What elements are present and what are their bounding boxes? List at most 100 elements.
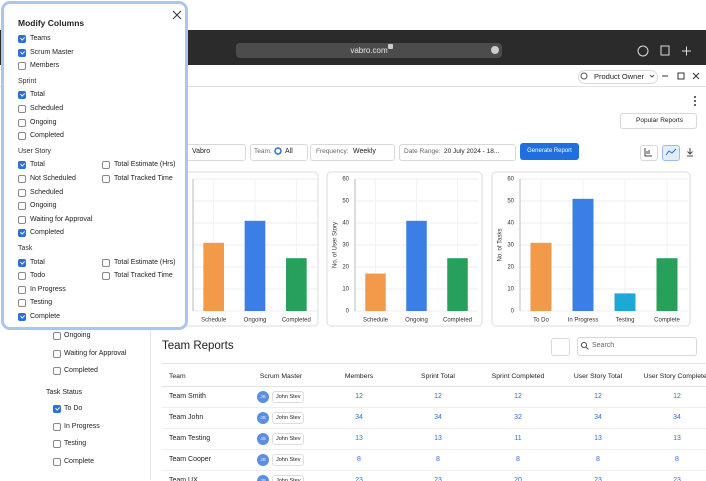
scrum-master: John Stev — [272, 391, 305, 403]
team-icon — [274, 147, 282, 155]
search-box[interactable] — [577, 337, 697, 356]
close-modal[interactable] — [172, 10, 182, 20]
user-name: Product Owner — [594, 72, 645, 81]
frequency-value: Weekly — [353, 148, 376, 155]
address-bar[interactable] — [236, 43, 502, 58]
scrum-master: John Stev — [272, 454, 305, 466]
page-menu-icon[interactable] — [491, 46, 499, 54]
checkbox[interactable] — [18, 229, 26, 238]
checkbox[interactable] — [53, 440, 61, 449]
option-label: Total Estimate (Hrs) — [114, 258, 176, 266]
option-label: Total — [30, 91, 45, 99]
share-icon[interactable] — [660, 45, 670, 56]
checkbox[interactable] — [18, 285, 26, 294]
y-tick-label: 10 — [342, 287, 349, 293]
more-menu[interactable] — [690, 94, 700, 108]
cell-value: 32 — [514, 414, 522, 421]
user-icon — [580, 72, 588, 80]
group-label: User Story — [18, 147, 52, 155]
cell-value: 34 — [594, 414, 602, 421]
option-label: Ongoing — [30, 118, 57, 126]
checkbox[interactable] — [18, 202, 26, 211]
checkbox[interactable] — [18, 91, 26, 100]
checkbox[interactable] — [18, 105, 26, 113]
checkbox[interactable] — [18, 313, 26, 321]
checkbox[interactable] — [18, 188, 26, 197]
generate-button[interactable] — [520, 143, 579, 160]
checkbox[interactable] — [18, 132, 26, 141]
column-header: Sprint Completed — [491, 373, 545, 380]
checkbox[interactable] — [18, 215, 26, 224]
checkbox[interactable] — [18, 299, 26, 308]
checkbox[interactable] — [18, 258, 26, 267]
y-tick-label: 60 — [342, 177, 349, 183]
team-name: Team John — [169, 414, 204, 421]
y-tick-label: 40 — [507, 221, 514, 227]
checkbox[interactable] — [53, 367, 61, 375]
url: vabro.com — [350, 46, 388, 55]
restore[interactable] — [677, 72, 685, 80]
x-tick-label: Ongoing — [244, 318, 267, 324]
option-label: Total — [30, 258, 45, 266]
x-tick-label: Complete — [654, 318, 680, 324]
scrum-master: John Stev — [272, 412, 305, 424]
user-menu[interactable] — [578, 70, 658, 84]
cell-value: 23 — [673, 477, 681, 481]
cell-value: 23 — [434, 477, 442, 481]
table-row — [162, 450, 706, 471]
cell-value: 34 — [355, 414, 363, 421]
checkbox[interactable] — [18, 62, 26, 71]
checkbox[interactable] — [18, 118, 26, 127]
date-range[interactable] — [399, 144, 516, 161]
checkbox[interactable] — [18, 161, 26, 170]
checkbox[interactable] — [53, 332, 61, 340]
checkbox[interactable] — [102, 258, 110, 267]
checkbox[interactable] — [53, 458, 61, 467]
cell-value: 8 — [357, 456, 361, 463]
frequency-select[interactable] — [310, 144, 395, 161]
modal-title: Modify Columns — [18, 18, 85, 28]
column-settings[interactable] — [551, 338, 570, 356]
bar — [286, 258, 307, 311]
close-window[interactable] — [692, 72, 700, 80]
avatar: JS — [257, 412, 269, 424]
checkbox[interactable] — [102, 272, 110, 281]
x-tick-label: In Progress — [568, 318, 599, 324]
window-controls — [580, 72, 700, 80]
sidebar-group-label: Task Status — [46, 389, 83, 396]
checkbox[interactable] — [102, 161, 110, 170]
checkbox[interactable] — [18, 272, 26, 281]
checkbox[interactable] — [18, 48, 26, 57]
cell-value: 12 — [355, 393, 363, 400]
column-header: Sprint Total — [421, 373, 455, 380]
option-label: Total Estimate (Hrs) — [114, 161, 176, 169]
checkbox[interactable] — [53, 422, 61, 431]
team-select[interactable] — [250, 144, 308, 161]
checkbox[interactable] — [53, 349, 61, 358]
new-tab-icon[interactable] — [682, 46, 691, 56]
x-tick-label: Completed — [443, 318, 472, 324]
download-icon[interactable] — [637, 45, 649, 57]
x-tick-label: Schedule — [201, 318, 227, 324]
option-label: Ongoing — [30, 202, 57, 210]
download[interactable] — [687, 148, 693, 157]
option-label: Waiting for Approval — [30, 215, 93, 223]
checkbox[interactable] — [18, 175, 26, 183]
popular-reports[interactable] — [620, 113, 697, 129]
search-icon — [580, 341, 589, 350]
cell-value: 13 — [594, 435, 602, 442]
group-label: Task — [18, 245, 33, 252]
checkbox[interactable] — [18, 35, 26, 43]
bar — [406, 220, 427, 311]
checkbox[interactable] — [53, 405, 61, 413]
bar — [365, 273, 386, 311]
option-label: Scheduled — [30, 188, 64, 196]
option-label: Waiting for Approval — [64, 349, 127, 357]
cell-value: 13 — [434, 435, 442, 442]
x-tick-label: Ongoing — [405, 318, 428, 324]
checkbox[interactable] — [102, 175, 110, 183]
x-tick-label: Completed — [282, 318, 311, 324]
team-value: All — [285, 148, 293, 155]
cell-value: 23 — [594, 477, 602, 481]
